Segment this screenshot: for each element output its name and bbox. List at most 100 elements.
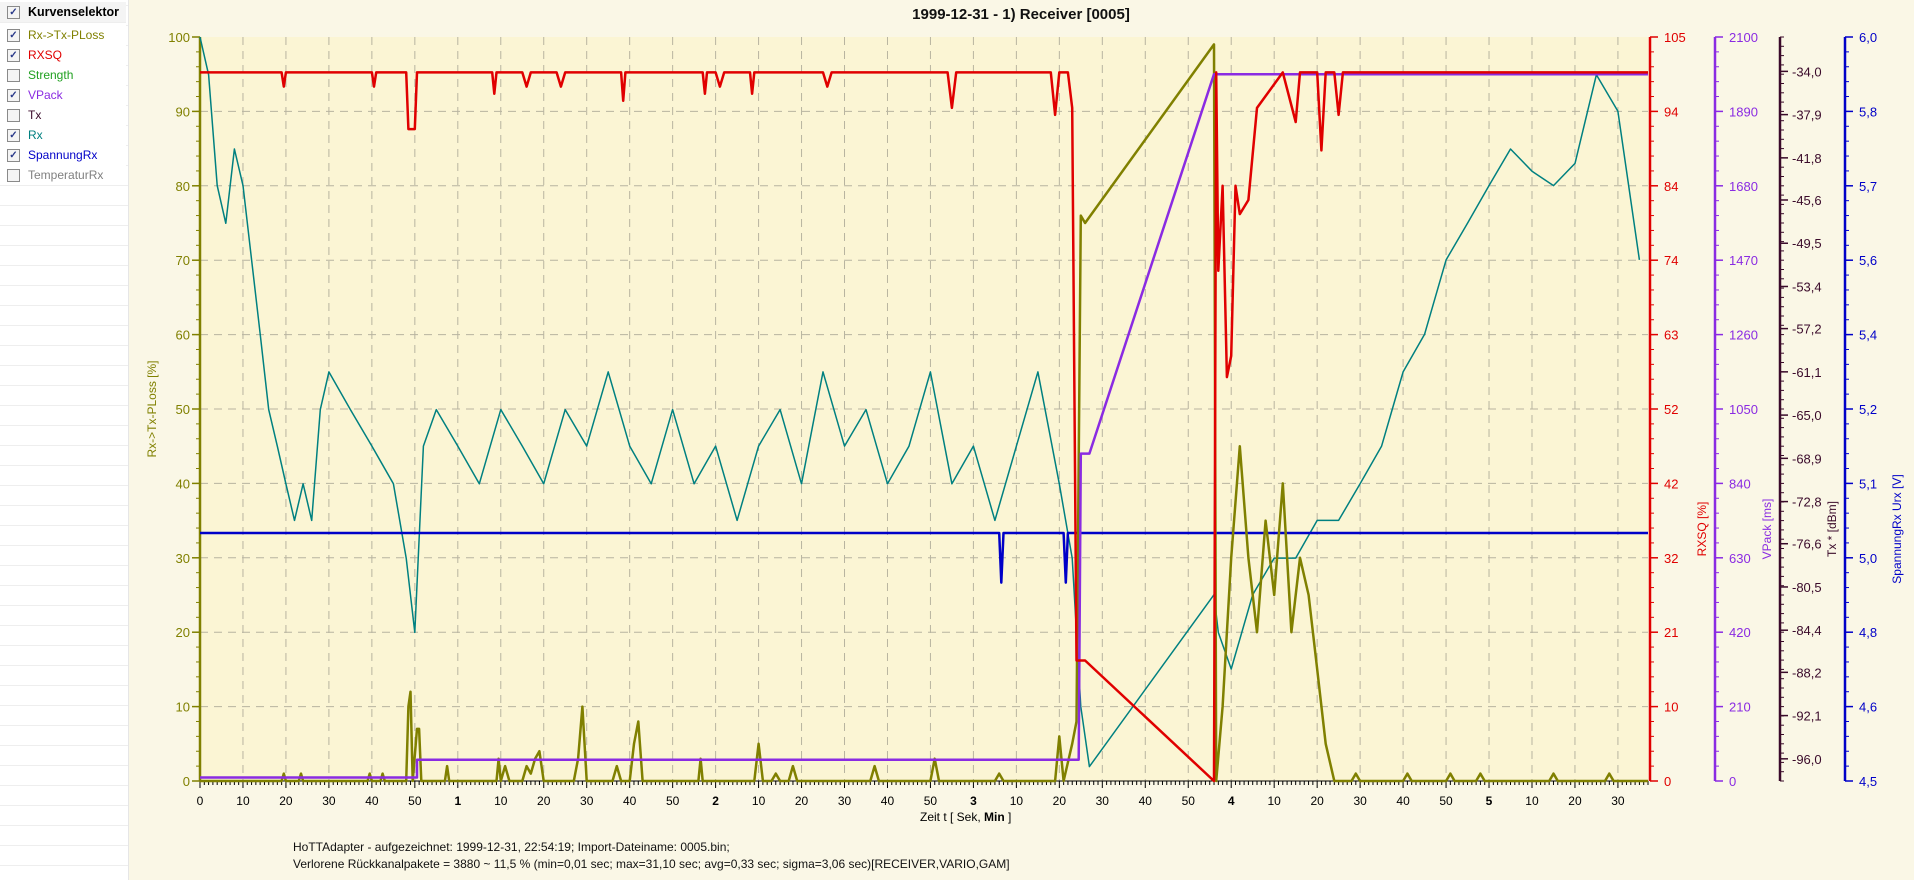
urx-tick-label: 5,8 — [1859, 104, 1877, 119]
x-tick-label: 10 — [1010, 794, 1024, 808]
tx-tick-label: -41,8 — [1792, 151, 1822, 166]
curve-checkbox[interactable]: ✓ — [7, 148, 20, 162]
curve-selector-header[interactable]: ✓ Kurvenselektor — [0, 2, 126, 23]
x-tick-label: 2 — [712, 794, 719, 808]
curve-checkbox[interactable] — [7, 68, 20, 82]
rxsq-tick-label: 10 — [1664, 700, 1678, 715]
curve-selector-panel: ✓ Kurvenselektor ✓ Rx->Tx-PLoss ✓ RXSQ Stren… — [0, 0, 129, 880]
urx-tick-label: 4,5 — [1859, 774, 1877, 789]
tx-tick-label: -92,1 — [1792, 709, 1822, 724]
tx-tick-label: -65,0 — [1792, 408, 1822, 423]
urx-tick-label: 5,2 — [1859, 402, 1877, 417]
rxsq-tick-label: 94 — [1664, 104, 1678, 119]
curve-item-tx[interactable]: Tx — [0, 105, 126, 126]
header-checkbox[interactable]: ✓ — [7, 5, 20, 19]
vpack-tick-label: 840 — [1729, 476, 1751, 491]
x-tick-label: 20 — [795, 794, 809, 808]
footer-info: HoTTAdapter - aufgezeichnet: 1999-12-31,… — [293, 839, 1010, 873]
tx-tick-label: -53,4 — [1792, 279, 1822, 294]
x-tick-label: 20 — [279, 794, 293, 808]
series-spannungrx — [200, 531, 1648, 584]
ploss-tick-label: 80 — [176, 179, 190, 194]
x-tick-label: 1 — [454, 794, 461, 808]
ploss-tick-label: 70 — [176, 253, 190, 268]
curve-item-strength[interactable]: Strength — [0, 65, 126, 86]
tx-tick-label: -68,9 — [1792, 451, 1822, 466]
x-tick-label: 50 — [666, 794, 680, 808]
series-vpack — [200, 72, 1648, 779]
urx-tick-label: 5,6 — [1859, 253, 1877, 268]
ploss-tick-label: 60 — [176, 328, 190, 343]
curve-label: SpannungRx — [28, 148, 98, 162]
ploss-tick-label: 30 — [176, 551, 190, 566]
x-tick-label: 20 — [1053, 794, 1067, 808]
curve-checkbox[interactable] — [7, 168, 20, 182]
series-rxsq — [200, 71, 1648, 783]
x-tick-label: 50 — [408, 794, 422, 808]
footer-line-1: HoTTAdapter - aufgezeichnet: 1999-12-31,… — [293, 840, 730, 854]
x-tick-label: 40 — [881, 794, 895, 808]
x-tick-label: 0 — [197, 794, 204, 808]
curve-item-rx-tx-ploss[interactable]: ✓ Rx->Tx-PLoss — [0, 25, 126, 46]
urx-tick-label: 5,1 — [1859, 476, 1877, 491]
tx-tick-label: -49,5 — [1792, 236, 1822, 251]
urx-tick-label: 4,6 — [1859, 700, 1877, 715]
rxsq-tick-label: 32 — [1664, 551, 1678, 566]
curve-label: VPack — [28, 88, 63, 102]
curve-checkbox[interactable]: ✓ — [7, 128, 20, 142]
curve-item-vpack[interactable]: ✓ VPack — [0, 85, 126, 106]
x-tick-label: 20 — [537, 794, 551, 808]
chart-title: 1999-12-31 - 1) Receiver [0005] — [912, 6, 1130, 23]
curve-item-rxsq[interactable]: ✓ RXSQ — [0, 45, 126, 66]
tx-tick-label: -37,9 — [1792, 108, 1822, 123]
x-tick-label: 40 — [623, 794, 637, 808]
tx-tick-label: -57,2 — [1792, 322, 1822, 337]
rxsq-tick-label: 105 — [1664, 30, 1686, 45]
urx-axis-title: SpannungRx Urx [V] — [1890, 474, 1904, 583]
vpack-tick-label: 1680 — [1729, 179, 1758, 194]
curve-label: Rx->Tx-PLoss — [28, 28, 105, 42]
x-tick-label: 30 — [580, 794, 594, 808]
ploss-tick-label: 20 — [176, 625, 190, 640]
urx-tick-label: 6,0 — [1859, 30, 1877, 45]
x-tick-label: 3 — [970, 794, 977, 808]
tx-tick-label: -84,4 — [1792, 623, 1822, 638]
x-tick-label: 30 — [838, 794, 852, 808]
urx-tick-label: 5,0 — [1859, 551, 1877, 566]
x-tick-label: 10 — [236, 794, 250, 808]
x-tick-label: 20 — [1310, 794, 1324, 808]
curve-item-spannungrx[interactable]: ✓ SpannungRx — [0, 145, 126, 166]
curve-checkbox[interactable]: ✓ — [7, 88, 20, 102]
x-axis-label: Zeit t [ Sek, Min ] — [920, 810, 1011, 824]
ploss-tick-label: 40 — [176, 476, 190, 491]
curve-checkbox[interactable] — [7, 108, 20, 122]
tx-tick-label: -80,5 — [1792, 580, 1822, 595]
vpack-tick-label: 630 — [1729, 551, 1751, 566]
ploss-axis-title: Rx->Tx-PLoss [%] — [145, 360, 159, 457]
curve-label: RXSQ — [28, 48, 63, 62]
footer-line-2: Verlorene Rückkanalpakete = 3880 ~ 11,5 … — [293, 857, 1010, 871]
ploss-tick-label: 50 — [176, 402, 190, 417]
x-tick-label: 40 — [1396, 794, 1410, 808]
x-tick-label: 10 — [1268, 794, 1282, 808]
x-tick-label: 50 — [924, 794, 938, 808]
x-tick-label: 30 — [322, 794, 336, 808]
vpack-tick-label: 420 — [1729, 625, 1751, 640]
curve-label: Strength — [28, 68, 74, 82]
tx-axis-title: Tx * [dBm] — [1825, 501, 1839, 557]
x-tick-label: 10 — [1525, 794, 1539, 808]
x-tick-label: 30 — [1611, 794, 1625, 808]
ploss-tick-label: 10 — [176, 700, 190, 715]
curve-checkbox[interactable]: ✓ — [7, 28, 20, 42]
tx-tick-label: -76,6 — [1792, 537, 1822, 552]
chart-area: 1999-12-31 - 1) Receiver [0005] 0 10 20 30 4… — [128, 0, 1914, 880]
x-tick-label: 50 — [1182, 794, 1196, 808]
vpack-tick-label: 1890 — [1729, 104, 1758, 119]
x-tick-label: 4 — [1228, 794, 1235, 808]
curve-item-rx[interactable]: ✓ Rx — [0, 125, 126, 146]
vpack-tick-label: 1260 — [1729, 328, 1758, 343]
curve-item-temperaturrx[interactable]: TemperaturRx — [0, 165, 126, 186]
rxsq-tick-label: 84 — [1664, 179, 1678, 194]
urx-tick-label: 4,8 — [1859, 625, 1877, 640]
curve-checkbox[interactable]: ✓ — [7, 48, 20, 62]
